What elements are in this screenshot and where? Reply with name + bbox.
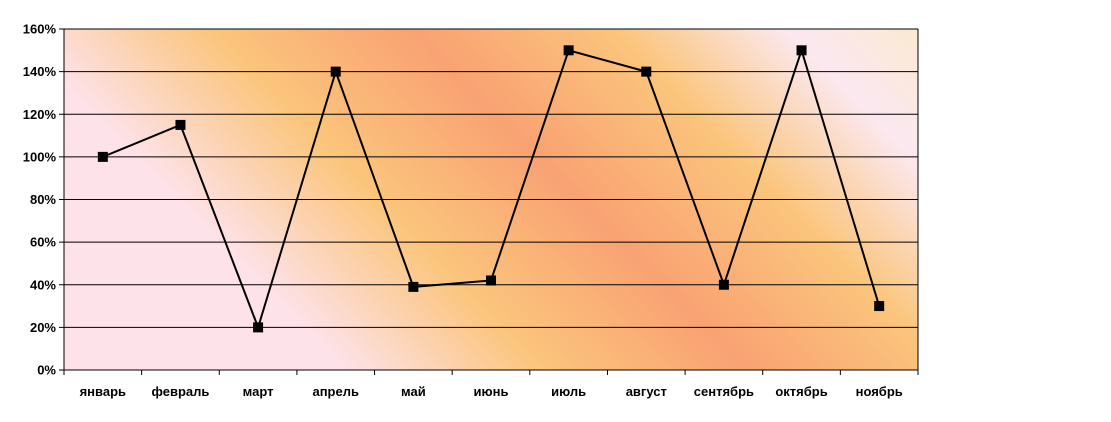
y-tick-label: 140%	[23, 64, 57, 79]
x-tick-label: февраль	[152, 384, 210, 399]
y-tick-label: 60%	[30, 235, 56, 250]
x-tick-label: сентябрь	[694, 384, 754, 399]
y-tick-label: 40%	[30, 277, 56, 292]
data-point-marker	[718, 279, 729, 290]
axes	[63, 28, 919, 375]
x-axis-tick-labels: январь февраль март апрель май июнь июль август…	[80, 384, 903, 399]
y-tick-label: 80%	[30, 192, 56, 207]
y-tick-label: 20%	[30, 320, 56, 335]
x-tick-label: март	[243, 384, 274, 399]
data-point-marker	[486, 275, 496, 286]
data-point-marker	[874, 301, 885, 312]
data-point-marker	[97, 151, 108, 162]
data-series	[97, 45, 885, 333]
data-point-marker	[175, 119, 186, 130]
x-tick-label: январь	[80, 384, 126, 399]
y-tick-label: 120%	[23, 107, 57, 122]
y-tick-label: 160%	[23, 22, 57, 37]
y-tick-label: 100%	[23, 149, 57, 164]
y-tick-label: 0%	[37, 363, 56, 378]
x-tick-label: июль	[551, 384, 586, 399]
data-point-marker	[796, 45, 807, 56]
x-tick-label: октябрь	[775, 384, 827, 399]
y-axis-tick-labels: 0% 20% 40% 60% 80% 100% 120% 140% 160%	[23, 22, 57, 378]
x-tick-label: ноябрь	[856, 384, 903, 399]
x-tick-label: август	[626, 384, 667, 399]
x-tick-label: апрель	[312, 384, 359, 399]
data-point-marker	[408, 281, 419, 292]
x-tick-label: июнь	[474, 384, 509, 399]
data-point-marker	[563, 45, 574, 56]
x-tick-label: май	[401, 384, 426, 399]
data-point-marker	[253, 322, 264, 333]
data-point-marker	[641, 66, 652, 77]
data-point-marker	[330, 66, 341, 77]
